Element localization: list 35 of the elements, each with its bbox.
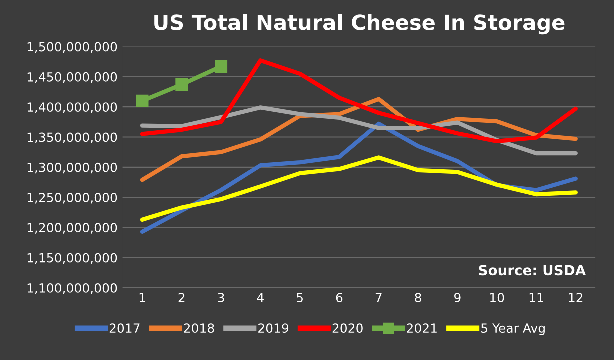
chart-title: US Total Natural Cheese In Storage [154, 14, 565, 35]
x-tick-label: 3 [218, 293, 224, 303]
legend-label: 2019 [258, 324, 289, 334]
x-tick-label: 10 [490, 293, 504, 303]
x-tick-label: 7 [376, 293, 382, 302]
x-tick-label: 11 [530, 293, 544, 302]
legend-label: 2021 [407, 324, 437, 334]
y-tick-label: 1,400,000,000 [28, 102, 118, 114]
point [176, 78, 188, 92]
x-tick-label: 5 [297, 293, 303, 303]
annotation: Source: USDA [479, 265, 586, 276]
line-series [140, 106, 578, 156]
line-series [140, 58, 578, 144]
legend-label: 2020 [332, 324, 363, 334]
legend-label: 5 Year Avg [482, 324, 545, 336]
legend-label: 2017 [110, 324, 140, 334]
y-tick-label: 1,200,000,000 [28, 223, 118, 234]
y-tick-label: 1,100,000,000 [28, 283, 118, 294]
x-tick-label: 12 [569, 293, 583, 302]
y-tick-label: 1,300,000,000 [28, 162, 118, 174]
point [215, 60, 228, 73]
x-tick-label: 1 [140, 293, 146, 302]
x-tick-label: 8 [415, 293, 422, 303]
legend-label: 2018 [184, 324, 214, 334]
y-tick-label: 1,350,000,000 [28, 132, 118, 144]
x-tick-label: 4 [257, 293, 264, 302]
point [136, 94, 149, 108]
y-tick-label: 1,500,000,000 [28, 42, 118, 53]
y-tick-label: 1,250,000,000 [28, 193, 118, 204]
x-tick-label: 6 [336, 293, 343, 303]
line-series [140, 156, 578, 222]
x-tick-label: 9 [454, 293, 461, 303]
x-tick-label: 2 [178, 293, 185, 302]
y-tick-label: 1,450,000,000 [28, 72, 118, 84]
y-tick-label: 1,150,000,000 [28, 253, 118, 264]
